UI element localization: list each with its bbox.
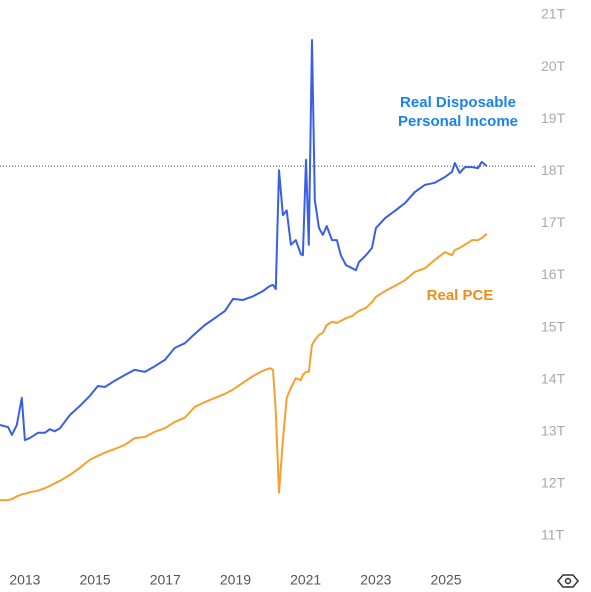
series-line — [0, 233, 488, 502]
x-tick-label: 2015 — [80, 572, 111, 588]
y-tick-label: 17T — [541, 214, 566, 230]
series-label: Real PCE — [426, 287, 494, 304]
x-tick-label: 2013 — [9, 572, 40, 588]
y-tick-label: 19T — [541, 110, 566, 126]
x-tick-label: 2023 — [360, 572, 391, 588]
x-tick-label: 2017 — [150, 572, 181, 588]
y-tick-label: 12T — [541, 475, 566, 491]
y-tick-label: 18T — [541, 162, 566, 178]
y-tick-label: 11T — [541, 527, 565, 543]
x-tick-label: 2019 — [220, 572, 251, 588]
x-tick-label: 2021 — [290, 572, 321, 588]
y-tick-label: 15T — [541, 318, 566, 334]
x-tick-label: 2025 — [430, 572, 461, 588]
series-line — [0, 39, 488, 442]
settings-icon[interactable] — [557, 574, 579, 588]
series-label: Real Disposable Personal Income — [397, 94, 519, 130]
y-tick-label: 14T — [541, 370, 566, 386]
y-tick-label: 20T — [541, 58, 566, 74]
y-tick-label: 13T — [541, 423, 566, 439]
y-tick-label: 21T — [541, 6, 566, 22]
y-tick-label: 16T — [541, 266, 566, 282]
